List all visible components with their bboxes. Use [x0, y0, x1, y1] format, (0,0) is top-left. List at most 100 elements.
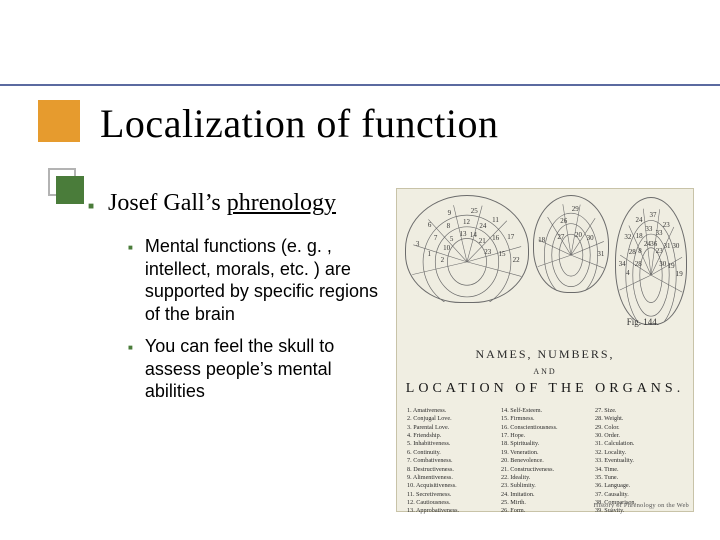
- organ-entry: 2. Conjugal Love.: [407, 415, 495, 423]
- region-number: 32: [624, 233, 631, 241]
- region-number: 26: [560, 217, 567, 225]
- organ-entry: 31. Calculation.: [595, 440, 683, 448]
- organ-entry: 29. Color.: [595, 424, 683, 432]
- region-number: 4: [626, 269, 630, 277]
- region-number: 8: [447, 222, 451, 230]
- figure-caption-top: NAMES, NUMBERS,: [397, 347, 693, 362]
- region-number: 20: [575, 231, 582, 239]
- organ-entry: 14. Self-Esteem.: [501, 407, 589, 415]
- organ-entry: 27. Size.: [595, 407, 683, 415]
- bullet-glyph-icon: ■: [128, 243, 133, 325]
- region-number: 30: [659, 260, 666, 268]
- organ-entry: 3. Parental Love.: [407, 424, 495, 432]
- region-number: 24: [644, 240, 651, 248]
- bullet-item: ■ Josef Gall’s phrenology: [88, 188, 388, 219]
- organ-entry: 37. Causality.: [595, 491, 683, 499]
- region-number: 33: [645, 225, 652, 233]
- region-number: 19: [668, 262, 675, 270]
- bullet-glyph-icon: ■: [88, 200, 94, 219]
- figure-caption-and: AND: [397, 367, 693, 376]
- region-number: 22: [513, 256, 520, 264]
- sub-bullet-item: ■ You can feel the skull to assess peopl…: [128, 335, 388, 403]
- region-number: 28: [635, 260, 642, 268]
- organ-col-3: 27. Size.28. Weight.29. Color.30. Order.…: [595, 407, 683, 501]
- top-rule: [0, 84, 720, 86]
- region-number: 33: [655, 229, 662, 237]
- region-number: 6: [428, 221, 432, 229]
- region-number: 18: [636, 232, 643, 240]
- organ-entry: 6. Continuity.: [407, 449, 495, 457]
- region-number: 8: [638, 247, 642, 255]
- region-number: 37: [649, 211, 656, 219]
- sub-bullet-text: Mental functions (e. g. , intellect, mor…: [145, 235, 388, 325]
- region-number: 5: [450, 235, 454, 243]
- organ-entry: 12. Cautiousness.: [407, 499, 495, 507]
- organ-entry: 35. Tune.: [595, 474, 683, 482]
- organ-entry: 8. Destructiveness.: [407, 466, 495, 474]
- organ-entry: 16. Conscientiousness.: [501, 424, 589, 432]
- organ-entry: 36. Language.: [595, 482, 683, 490]
- figure-number: Fig. 144.: [627, 317, 659, 327]
- region-number: 18: [538, 236, 545, 244]
- accent-square-green: [56, 176, 84, 204]
- organ-entry: 9. Alimentiveness.: [407, 474, 495, 482]
- figure-credit: History of Phrenology on the Web: [594, 502, 689, 509]
- region-number: 16: [492, 234, 499, 242]
- region-number: 2: [441, 256, 445, 264]
- organ-entry: 28. Weight.: [595, 415, 683, 423]
- bullet-underline: phrenology: [227, 190, 336, 216]
- organ-entry: 33. Eventuality.: [595, 457, 683, 465]
- front-view: 19193030312323333637332424188322828344: [615, 197, 687, 325]
- region-number: 10: [443, 244, 450, 252]
- organ-entry: 17. Hope.: [501, 432, 589, 440]
- organ-entry: 19. Veneration.: [501, 449, 589, 457]
- organ-col-1: 1. Amativeness.2. Conjugal Love.3. Paren…: [407, 407, 495, 501]
- organ-entry: 20. Benevolence.: [501, 457, 589, 465]
- organ-entry: 5. Inhabitiveness.: [407, 440, 495, 448]
- region-number: 36: [650, 240, 657, 248]
- region-number: 23: [484, 248, 491, 256]
- organ-entry: 32. Locality.: [595, 449, 683, 457]
- region-number: 13: [460, 230, 467, 238]
- organ-col-2: 14. Self-Esteem.15. Firmness.16. Conscie…: [501, 407, 589, 501]
- accent-square-orange: [38, 100, 80, 142]
- organ-entry: 24. Imitation.: [501, 491, 589, 499]
- region-number: 25: [471, 207, 478, 215]
- region-number: 24: [479, 222, 486, 230]
- region-number: 30: [672, 242, 679, 250]
- region-number: 7: [434, 234, 438, 242]
- bullet-lead: Josef Gall’s: [108, 190, 221, 216]
- region-number: 30: [587, 234, 594, 242]
- phrenology-figure: 2215231716211124142512139856710312313020…: [396, 188, 694, 512]
- organ-columns: 1. Amativeness.2. Conjugal Love.3. Paren…: [407, 407, 683, 501]
- region-number: 19: [676, 270, 683, 278]
- region-number: 17: [507, 233, 514, 241]
- region-number: 29: [572, 205, 579, 213]
- region-number: 34: [619, 260, 626, 268]
- organ-entry: 18. Spirituality.: [501, 440, 589, 448]
- organ-entry: 22. Ideality.: [501, 474, 589, 482]
- region-number: 1: [427, 250, 431, 258]
- slide-body: ■ Josef Gall’s phrenology ■ Mental funct…: [88, 188, 388, 403]
- slide-title: Localization of function: [100, 100, 499, 147]
- region-number: 23: [656, 247, 663, 255]
- side-view-left: 2215231716211124142512139856710312: [405, 195, 529, 303]
- organ-entry: 21. Constructiveness.: [501, 466, 589, 474]
- region-number: 9: [448, 209, 452, 217]
- organ-entry: 1. Amativeness.: [407, 407, 495, 415]
- region-number: 27: [557, 233, 564, 241]
- organ-entry: 7. Combativeness.: [407, 457, 495, 465]
- organ-entry: 15. Firmness.: [501, 415, 589, 423]
- region-number: 3: [416, 240, 420, 248]
- bullet-text: Josef Gall’s phrenology: [108, 188, 336, 219]
- region-number: 23: [663, 221, 670, 229]
- region-number: 24: [636, 216, 643, 224]
- profile-right: 31302029262718: [533, 195, 609, 293]
- organ-entry: 13. Approbativeness.: [407, 507, 495, 515]
- organ-entry: 4. Friendship.: [407, 432, 495, 440]
- sub-bullet-list: ■ Mental functions (e. g. , intellect, m…: [128, 235, 388, 403]
- figure-caption-main: LOCATION OF THE ORGANS.: [397, 381, 693, 397]
- region-number: 11: [492, 216, 499, 224]
- organ-entry: 10. Acquisitiveness.: [407, 482, 495, 490]
- organ-entry: 26. Form.: [501, 507, 589, 515]
